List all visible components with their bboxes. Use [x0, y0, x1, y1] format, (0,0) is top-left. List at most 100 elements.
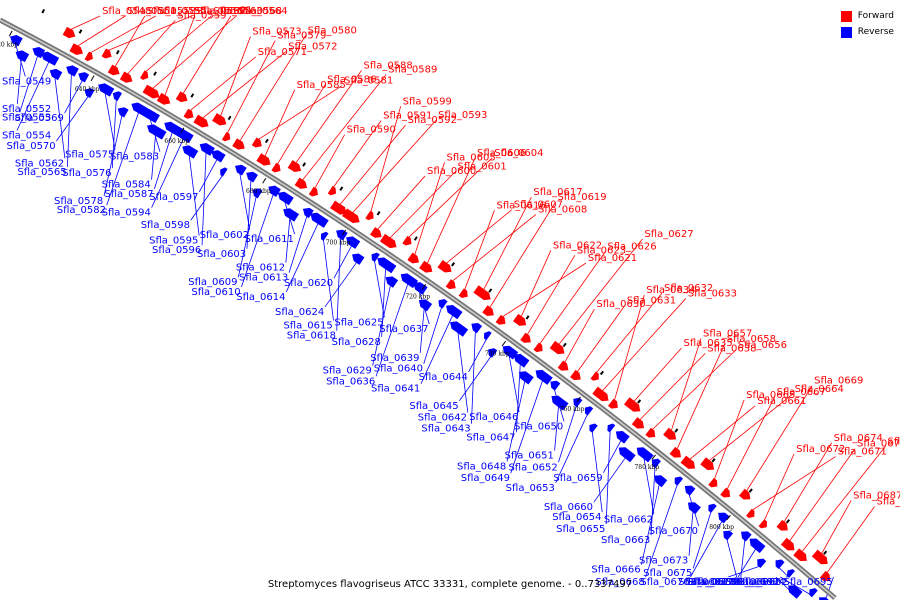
reverse-gene-label: Sfla_0628: [332, 337, 381, 348]
reverse-gene-label: Sfla_0642: [418, 413, 467, 424]
reverse-gene-label: Sfla_0668: [596, 577, 645, 588]
forward-gene-glyph: [780, 537, 795, 551]
reverse-leader-line: [285, 217, 291, 263]
reverse-gene-label: Sfla_0641: [371, 384, 420, 395]
reverse-leader-line: [778, 566, 789, 578]
forward-gene-glyph: [308, 186, 318, 197]
reverse-gene-label: Sfla_0636: [326, 376, 375, 387]
forward-leader-line: [670, 338, 702, 432]
forward-gene-label: Sfla_0608: [538, 204, 587, 215]
reverse-leader-line: [104, 92, 116, 150]
forward-gene-label: Sfla_0572: [288, 41, 337, 52]
reverse-leader-line: [593, 456, 627, 503]
reverse-gene-glyph: [471, 323, 483, 334]
scale-tick-label: 800 kbp: [709, 524, 734, 531]
feature-marker: [302, 162, 307, 167]
forward-gene-glyph: [533, 342, 543, 353]
reverse-leader-line: [468, 338, 487, 372]
forward-gene-label: Sfla_0616: [496, 200, 545, 211]
scale-tick-label: 660 kbp: [164, 138, 189, 145]
forward-gene-label: Sfla_0579: [277, 31, 326, 42]
reverse-gene-label: Sfla_0603: [197, 249, 246, 260]
forward-gene-label: Sfla_0626: [607, 242, 656, 253]
forward-gene-label: Sfla_0623: [577, 245, 626, 256]
forward-gene-glyph: [473, 285, 491, 301]
forward-gene-label: Sfla_0605: [447, 152, 496, 163]
reverse-gene-glyph: [636, 447, 654, 463]
reverse-leader-line: [591, 431, 603, 513]
reverse-gene-glyph: [268, 185, 281, 198]
reverse-leader-line: [558, 405, 577, 463]
feature-marker: [115, 50, 120, 55]
forward-gene-label: Sfla_0571: [258, 47, 307, 58]
forward-gene-glyph: [590, 371, 599, 381]
reverse-leader-line: [154, 131, 173, 189]
reverse-gene-label: Sfla_0620: [284, 278, 333, 289]
reverse-leader-line: [106, 111, 140, 206]
scale-tick: [726, 514, 731, 521]
forward-leader-line: [520, 250, 552, 318]
reverse-gene-label: Sfla_0639: [370, 353, 419, 364]
forward-gene-label: Sfla_0661: [757, 396, 806, 407]
forward-gene-label: Sfla_0627: [644, 229, 693, 240]
forward-gene-label: Sfla_0601: [458, 161, 507, 172]
reverse-gene-glyph: [66, 65, 79, 77]
reverse-leader-line: [506, 380, 526, 462]
reverse-gene-glyph: [687, 502, 701, 515]
forward-gene-glyph: [370, 227, 382, 238]
reverse-gene-label: Sfla_0602: [200, 230, 249, 241]
reverse-gene-glyph: [117, 107, 129, 118]
reverse-leader-line: [237, 196, 257, 278]
forward-gene-label: Sfla_0556: [194, 6, 243, 17]
scale-tick: [262, 177, 267, 184]
reverse-gene-glyph: [220, 167, 228, 177]
reverse-gene-label: Sfla_0643: [421, 424, 470, 435]
forward-leader-line: [708, 393, 793, 462]
reverse-gene-label: Sfla_0644: [419, 372, 468, 383]
forward-gene-label: Sfla_0559: [177, 10, 226, 21]
scale-tick-label: 620 kbp: [0, 41, 18, 48]
forward-leader-line: [182, 15, 232, 95]
forward-gene-glyph: [251, 137, 262, 148]
reverse-gene-glyph: [302, 207, 314, 219]
forward-gene-glyph: [294, 177, 308, 189]
reverse-leader-line: [555, 413, 589, 483]
reverse-leader-line: [643, 457, 655, 515]
reverse-leader-line: [16, 59, 22, 105]
forward-gene-glyph: [62, 26, 76, 39]
forward-gene-glyph: [419, 260, 433, 273]
reverse-gene-label: Sfla_0615: [283, 320, 332, 331]
reverse-leader-line: [285, 222, 319, 293]
forward-leader-line: [726, 396, 776, 491]
reverse-leader-line: [423, 306, 443, 364]
reverse-leader-line: [67, 73, 72, 167]
forward-gene-glyph: [738, 488, 751, 500]
forward-gene-glyph: [592, 386, 609, 402]
reverse-gene-label: Sfla_0612: [236, 263, 285, 274]
feature-marker: [637, 399, 642, 404]
forward-gene-glyph: [549, 340, 565, 355]
feature-marker: [227, 115, 232, 121]
reverse-leader-line: [381, 267, 387, 337]
forward-gene-glyph: [379, 233, 397, 249]
reverse-gene-label: Sfla_0594: [102, 208, 151, 219]
reverse-gene-glyph: [41, 51, 60, 66]
scale-tick: [90, 75, 95, 82]
reverse-gene-label: Sfla_0678: [687, 577, 736, 588]
forward-leader-line: [301, 74, 387, 181]
forward-leader-line: [164, 15, 196, 97]
reverse-gene-glyph: [450, 321, 469, 337]
reverse-gene-glyph: [573, 397, 583, 408]
forward-gene-glyph: [212, 113, 227, 126]
reverse-leader-line: [375, 283, 409, 377]
forward-leader-line: [763, 453, 795, 522]
forward-gene-label: Sfla_0548: [102, 6, 151, 17]
reverse-leader-line: [740, 538, 746, 578]
forward-leader-line: [613, 294, 645, 402]
forward-leader-line: [783, 442, 832, 524]
forward-gene-label: Sfla_0586: [327, 75, 376, 86]
forward-gene-label: Sfla_0564: [238, 6, 287, 17]
reverse-gene-label: Sfla_0578: [54, 196, 103, 207]
reverse-gene-label: Sfla_0684: [736, 577, 785, 588]
